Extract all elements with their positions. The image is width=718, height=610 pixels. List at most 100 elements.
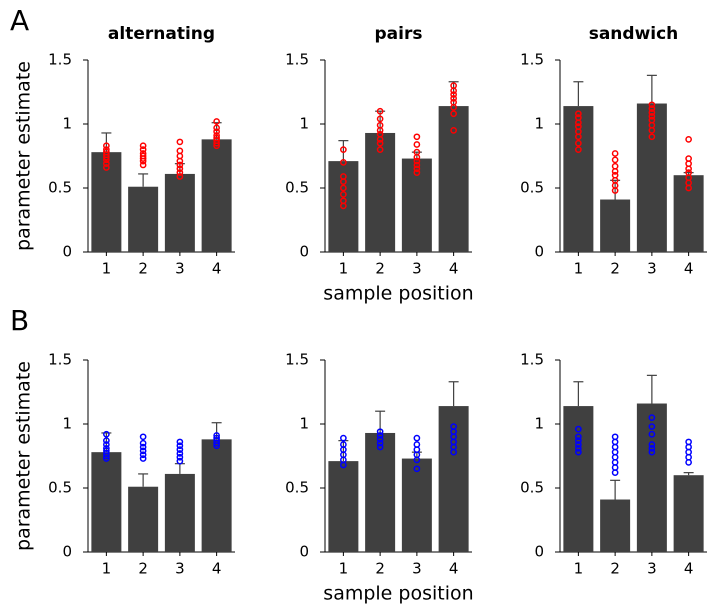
point xyxy=(648,441,656,448)
point xyxy=(176,169,184,176)
point xyxy=(450,95,457,102)
point xyxy=(648,448,656,456)
point xyxy=(213,128,220,136)
x-tick-label: 3 xyxy=(647,560,657,578)
y-tick-label: 0 xyxy=(62,243,72,261)
point xyxy=(413,165,421,173)
point xyxy=(575,437,582,444)
y-axis-label: parameter estimate xyxy=(13,361,35,551)
point xyxy=(575,146,582,153)
bar xyxy=(128,486,159,552)
point xyxy=(575,110,582,118)
y-tick-label: 0.5 xyxy=(48,179,72,197)
point xyxy=(176,147,184,155)
point xyxy=(611,156,619,164)
y-tick-label: 1.5 xyxy=(48,51,72,69)
point xyxy=(685,155,692,162)
point xyxy=(139,443,147,451)
point xyxy=(575,425,582,433)
x-tick-label: 2 xyxy=(138,260,148,278)
point xyxy=(648,414,656,421)
point xyxy=(139,455,147,462)
point xyxy=(450,110,457,118)
bar xyxy=(600,199,631,252)
x-tick-label: 1 xyxy=(574,260,584,278)
point xyxy=(139,152,147,160)
point xyxy=(376,130,384,138)
bar xyxy=(673,175,704,252)
point xyxy=(340,434,347,442)
point xyxy=(413,133,421,141)
point xyxy=(648,101,656,109)
y-tick-label: 0 xyxy=(299,243,309,261)
y-tick-label: 0 xyxy=(534,543,544,561)
point xyxy=(139,439,147,447)
point xyxy=(648,133,656,141)
point xyxy=(413,141,421,148)
x-tick-label: 4 xyxy=(684,560,694,578)
y-tick-label: 0 xyxy=(299,543,309,561)
point xyxy=(450,91,457,98)
point xyxy=(340,441,347,448)
chart-title: pairs xyxy=(375,24,423,44)
point xyxy=(103,441,110,448)
point xyxy=(450,82,457,89)
point xyxy=(340,159,347,166)
point xyxy=(103,437,110,444)
x-tick-label: 1 xyxy=(574,560,584,578)
bar xyxy=(365,432,396,552)
y-tick-label: 1.5 xyxy=(520,51,544,69)
x-tick-label: 2 xyxy=(610,260,620,278)
x-tick-label: 2 xyxy=(375,560,385,578)
x-tick-label: 3 xyxy=(412,260,422,278)
y-tick-label: 1 xyxy=(62,115,72,133)
point xyxy=(376,432,384,439)
y-tick-label: 0.5 xyxy=(285,179,309,197)
x-tick-label: 3 xyxy=(412,560,422,578)
point xyxy=(176,173,184,180)
point xyxy=(575,123,582,130)
y-tick-label: 1.5 xyxy=(285,351,309,369)
point xyxy=(176,457,184,465)
point xyxy=(611,433,619,441)
x-tick-label: 3 xyxy=(175,260,185,278)
x-tick-label: 1 xyxy=(339,260,349,278)
point xyxy=(103,148,110,156)
x-tick-label: 4 xyxy=(449,560,459,578)
point xyxy=(139,433,147,441)
y-tick-label: 1.5 xyxy=(48,351,72,369)
point xyxy=(213,134,220,142)
bar xyxy=(401,158,432,252)
x-tick-label: 2 xyxy=(610,560,620,578)
point xyxy=(648,423,656,430)
x-axis-label: sample position xyxy=(323,283,473,305)
x-tick-label: 1 xyxy=(102,260,112,278)
y-tick-label: 1.5 xyxy=(520,351,544,369)
bar xyxy=(164,473,195,552)
y-tick-label: 1 xyxy=(534,115,544,133)
point xyxy=(376,146,384,153)
y-tick-label: 0.5 xyxy=(520,479,544,497)
point xyxy=(139,146,147,153)
x-axis-label: sample position xyxy=(323,583,473,605)
panel-label: A xyxy=(10,4,29,37)
point xyxy=(103,142,110,150)
point xyxy=(450,98,457,106)
point xyxy=(176,438,184,446)
point xyxy=(103,430,110,438)
panel-label: B xyxy=(10,304,29,337)
point xyxy=(648,112,656,120)
chart-title: sandwich xyxy=(589,24,679,44)
y-tick-label: 1 xyxy=(62,415,72,433)
point xyxy=(139,161,147,169)
bar xyxy=(201,139,232,252)
y-tick-label: 0.5 xyxy=(48,479,72,497)
point xyxy=(575,444,582,452)
point xyxy=(611,150,619,157)
point xyxy=(340,197,347,205)
bar xyxy=(563,106,594,252)
point xyxy=(611,162,619,170)
point xyxy=(213,132,220,139)
x-tick-label: 1 xyxy=(102,560,112,578)
